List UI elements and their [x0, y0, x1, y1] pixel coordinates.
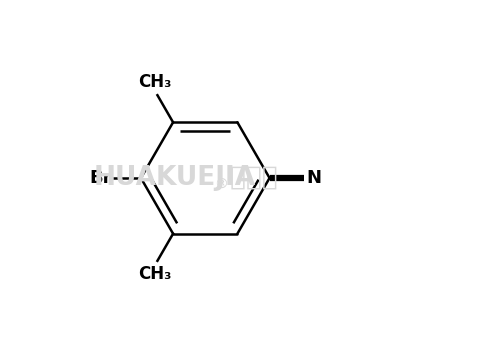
Text: 化学加: 化学加: [221, 165, 277, 191]
Text: ®: ®: [214, 178, 228, 192]
Text: CH₃: CH₃: [138, 73, 171, 91]
Text: CH₃: CH₃: [138, 265, 171, 283]
Text: Br: Br: [89, 169, 111, 187]
Text: N: N: [307, 169, 322, 187]
Text: HUAKUEJIA: HUAKUEJIA: [94, 165, 256, 191]
